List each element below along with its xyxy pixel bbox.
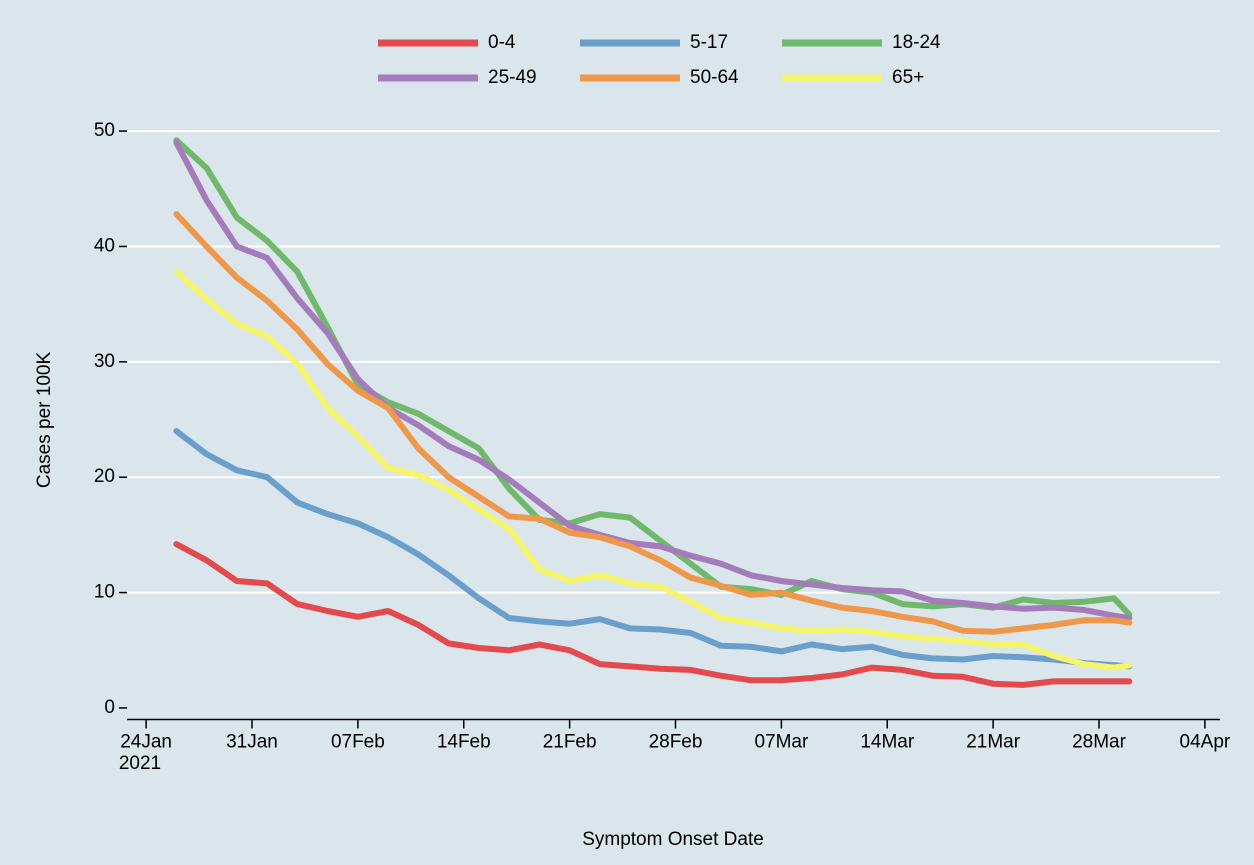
x-tick-label: 21Mar [966, 732, 1021, 753]
x-axis-label: Symptom Onset Date [582, 829, 764, 850]
line-series [173, 211, 1133, 635]
x-tick-label: 04Apr [1180, 732, 1231, 753]
y-tick-label: 50 [94, 120, 115, 141]
y-axis-label: Cases per 100K [34, 352, 55, 489]
legend-label: 18-24 [892, 32, 941, 53]
legend-label: 50-64 [690, 67, 739, 88]
legend-label: 5-17 [690, 32, 728, 53]
legend-label: 65+ [892, 67, 924, 88]
y-tick-label: 30 [94, 351, 115, 372]
y-tick-label: 40 [94, 235, 115, 256]
x-tick-label: 21Feb [543, 732, 597, 753]
x-tick-label: 14Feb [437, 732, 491, 753]
x-year-label: 2021 [119, 753, 161, 774]
legend-label: 0-4 [488, 32, 516, 53]
line-series [173, 541, 1133, 688]
x-tick-label: 07Mar [754, 732, 809, 753]
y-tick-label: 20 [94, 466, 115, 487]
x-tick-label: 07Feb [331, 732, 385, 753]
legend-label: 25-49 [488, 67, 537, 88]
x-tick-label: 28Feb [649, 732, 703, 753]
x-tick-label: 14Mar [860, 732, 915, 753]
x-tick-label: 24Jan [120, 732, 172, 753]
x-tick-label: 28Mar [1072, 732, 1127, 753]
line-series [173, 268, 1133, 671]
x-tick-label: 31Jan [226, 732, 278, 753]
line-series [173, 428, 1133, 670]
y-tick-label: 0 [104, 697, 115, 718]
y-tick-label: 10 [94, 582, 115, 603]
line-series [173, 139, 1133, 621]
